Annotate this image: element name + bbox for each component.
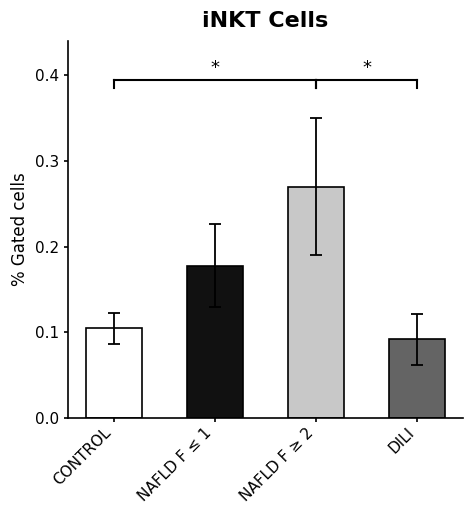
Bar (288, 187, 344, 418)
Text: *: * (210, 59, 219, 77)
Y-axis label: % Gated cells: % Gated cells (11, 173, 29, 286)
Bar (389, 339, 445, 418)
Bar (187, 266, 243, 418)
Text: *: * (362, 59, 371, 77)
Title: iNKT Cells: iNKT Cells (202, 11, 328, 31)
Bar (86, 328, 142, 418)
